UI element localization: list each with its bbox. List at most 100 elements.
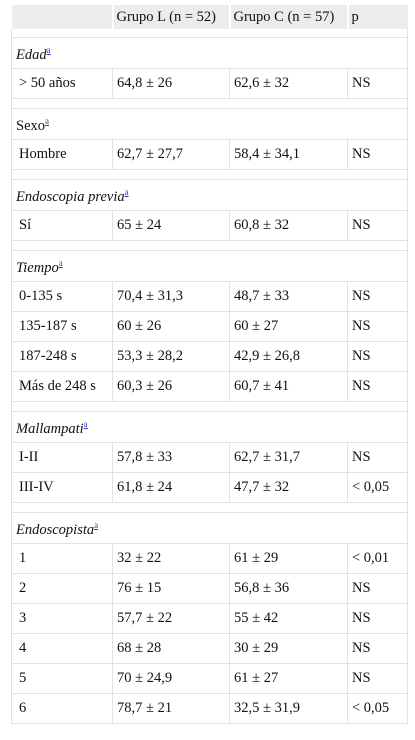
header-grupo-c: Grupo C (n = 57): [229, 5, 349, 29]
table-row: III-IV 61,8 ± 24 47,7 ± 32 < 0,05: [11, 472, 408, 503]
grupo-c-cell: 55 ± 42: [229, 603, 348, 634]
spacer-row: [11, 98, 408, 109]
p-value-cell: NS: [347, 341, 408, 372]
header-empty-cell: [11, 5, 114, 29]
table-row: 0-135 s 70,4 ± 31,3 48,7 ± 33 NS: [11, 281, 408, 312]
spacer-cell: [11, 98, 408, 109]
footnote-superscript: a: [94, 517, 98, 531]
grupo-c-cell: 32,5 ± 31,9: [229, 693, 348, 724]
footnote-link[interactable]: a: [83, 419, 88, 430]
p-value-cell: NS: [347, 68, 408, 99]
grupo-l-cell: 70,4 ± 31,3: [112, 281, 230, 312]
table-row: Sí 65 ± 24 60,8 ± 32 NS: [11, 210, 408, 241]
table-row: I-II 57,8 ± 33 62,7 ± 31,7 NS: [11, 442, 408, 473]
spacer-row: [11, 29, 408, 38]
spacer-row: [11, 169, 408, 180]
footnote-link[interactable]: a: [45, 116, 49, 127]
spacer-cell: [11, 29, 408, 38]
table-row: 1 32 ± 22 61 ± 29 < 0,01: [11, 543, 408, 574]
table-row: Hombre 62,7 ± 27,7 58,4 ± 34,1 NS: [11, 139, 408, 170]
grupo-c-cell: 60,8 ± 32: [229, 210, 348, 241]
row-label-cell: 0-135 s: [11, 281, 113, 312]
footnote-superscript: a: [59, 255, 63, 269]
p-value-cell: < 0,05: [347, 693, 408, 724]
row-label-cell: Hombre: [11, 139, 113, 170]
header-grupo-l: Grupo L (n = 52): [112, 5, 231, 29]
grupo-c-cell: 61 ± 27: [229, 663, 348, 694]
p-value-cell: NS: [347, 281, 408, 312]
section-row: Endoscopistaa: [11, 512, 408, 544]
grupo-l-cell: 68 ± 28: [112, 633, 230, 664]
spacer-row: [11, 401, 408, 412]
spacer-cell: [11, 169, 408, 180]
row-label-cell: I-II: [11, 442, 113, 473]
results-table: Grupo L (n = 52) Grupo C (n = 57) p Edad…: [11, 5, 408, 724]
footnote-link[interactable]: a: [46, 45, 51, 56]
grupo-l-cell: 76 ± 15: [112, 573, 230, 604]
grupo-c-cell: 42,9 ± 26,8: [229, 341, 348, 372]
grupo-l-cell: 60 ± 26: [112, 311, 230, 342]
p-value-cell: NS: [347, 210, 408, 241]
row-label-cell: > 50 años: [11, 68, 113, 99]
grupo-l-cell: 57,7 ± 22: [112, 603, 230, 634]
grupo-c-cell: 56,8 ± 36: [229, 573, 348, 604]
p-value-cell: NS: [347, 603, 408, 634]
row-label-cell: 4: [11, 633, 113, 664]
p-value-cell: NS: [347, 633, 408, 664]
p-value-cell: NS: [347, 663, 408, 694]
row-label-cell: 2: [11, 573, 113, 604]
row-label-cell: 6: [11, 693, 113, 724]
grupo-l-cell: 78,7 ± 21: [112, 693, 230, 724]
footnote-superscript: a: [84, 416, 88, 430]
section-title-cell: Sexoa: [11, 108, 408, 140]
row-label-cell: Más de 248 s: [11, 371, 113, 402]
spacer-row: [11, 240, 408, 251]
section-title: Endoscopia previa: [16, 188, 125, 205]
section-title: Tiempo: [16, 259, 59, 276]
p-value-cell: < 0,05: [347, 472, 408, 503]
p-value-cell: NS: [347, 371, 408, 402]
table-row: 5 70 ± 24,9 61 ± 27 NS: [11, 663, 408, 694]
grupo-c-cell: 61 ± 29: [229, 543, 348, 574]
table-row: 2 76 ± 15 56,8 ± 36 NS: [11, 573, 408, 604]
section-title: Edad: [16, 46, 47, 63]
table-row: 187-248 s 53,3 ± 28,2 42,9 ± 26,8 NS: [11, 341, 408, 372]
row-label-cell: 5: [11, 663, 113, 694]
footnote-link[interactable]: a: [94, 520, 99, 531]
table-row: 3 57,7 ± 22 55 ± 42 NS: [11, 603, 408, 634]
table-row: Más de 248 s 60,3 ± 26 60,7 ± 41 NS: [11, 371, 408, 402]
grupo-l-cell: 60,3 ± 26: [112, 371, 230, 402]
footnote-link[interactable]: a: [58, 258, 63, 269]
p-value-cell: NS: [347, 573, 408, 604]
section-row: Sexoa: [11, 108, 408, 140]
header-row: Grupo L (n = 52) Grupo C (n = 57) p: [11, 5, 408, 29]
row-label-cell: 1: [11, 543, 113, 574]
row-label-cell: 3: [11, 603, 113, 634]
section-title-cell: Edada: [11, 37, 408, 69]
section-row: Endoscopia previaa: [11, 179, 408, 211]
grupo-l-cell: 64,8 ± 26: [112, 68, 230, 99]
spacer-cell: [11, 401, 408, 412]
row-label-cell: 135-187 s: [11, 311, 113, 342]
results-table-container: Grupo L (n = 52) Grupo C (n = 57) p Edad…: [11, 5, 408, 724]
footnote-superscript: a: [125, 184, 129, 198]
grupo-c-cell: 58,4 ± 34,1: [229, 139, 348, 170]
grupo-l-cell: 62,7 ± 27,7: [112, 139, 230, 170]
footnote-superscript: a: [47, 42, 51, 56]
section-row: Tiempoa: [11, 250, 408, 282]
grupo-c-cell: 47,7 ± 32: [229, 472, 348, 503]
section-title-cell: Endoscopia previaa: [11, 179, 408, 211]
grupo-c-cell: 30 ± 29: [229, 633, 348, 664]
section-row: Mallampatia: [11, 411, 408, 443]
table-row: 6 78,7 ± 21 32,5 ± 31,9 < 0,05: [11, 693, 408, 724]
header-p: p: [347, 5, 408, 29]
section-title-cell: Endoscopistaa: [11, 512, 408, 544]
spacer-row: [11, 502, 408, 513]
section-title: Endoscopista: [16, 521, 95, 538]
footnote-link[interactable]: a: [124, 187, 129, 198]
p-value-cell: NS: [347, 139, 408, 170]
grupo-c-cell: 62,7 ± 31,7: [229, 442, 348, 473]
grupo-c-cell: 60 ± 27: [229, 311, 348, 342]
grupo-l-cell: 57,8 ± 33: [112, 442, 230, 473]
row-label-cell: Sí: [11, 210, 113, 241]
